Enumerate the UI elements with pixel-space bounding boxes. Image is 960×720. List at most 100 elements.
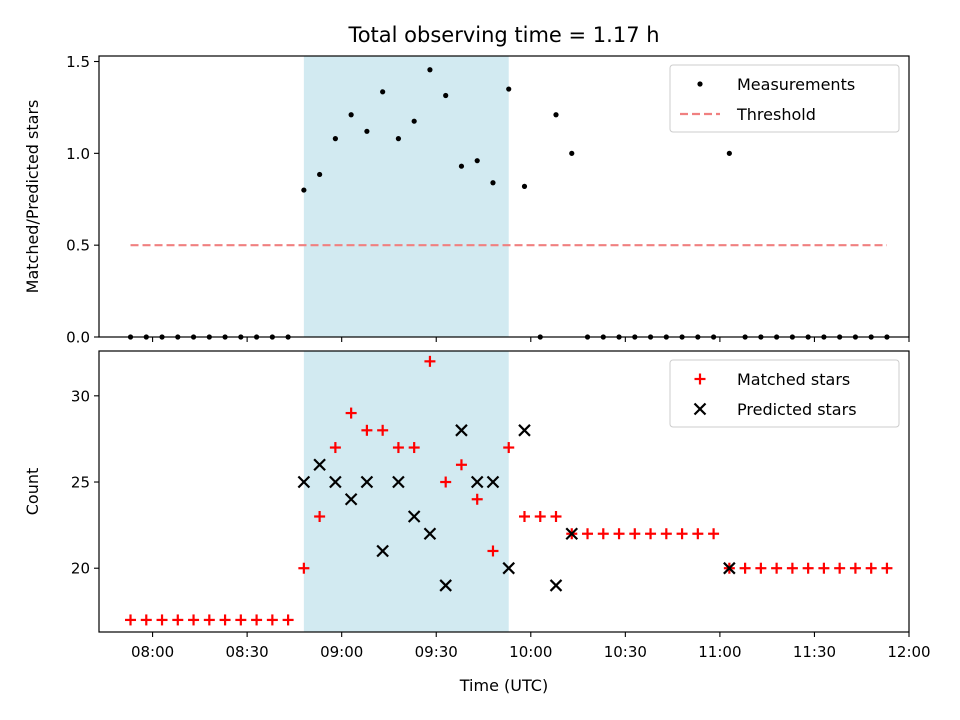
predicted-point — [455, 424, 468, 437]
matched-point — [771, 562, 783, 574]
predicted-point — [297, 475, 311, 489]
legend-dot-swatch — [697, 81, 703, 87]
y-tick-label: 1.5 — [66, 53, 90, 71]
matched-point — [881, 562, 893, 574]
matched-point — [660, 528, 672, 540]
measurement-point — [443, 92, 449, 99]
measurement-point — [332, 136, 338, 142]
predicted-point — [313, 458, 326, 472]
measurement-point — [411, 118, 417, 124]
predicted-point — [549, 579, 563, 592]
x-b — [518, 424, 531, 437]
matched-point — [392, 442, 404, 454]
x-tick-label: 12:00 — [887, 643, 930, 661]
chart-title: Total observing time = 1.17 h — [347, 23, 659, 47]
matched-point — [408, 442, 420, 454]
measurement-point — [427, 67, 433, 73]
matched-point — [219, 614, 231, 626]
matched-point — [172, 614, 184, 626]
matched-point — [629, 528, 641, 540]
matched-point — [739, 562, 751, 574]
matched-point — [503, 442, 515, 454]
matched-point — [377, 424, 389, 436]
predicted-point — [723, 561, 736, 575]
measurement-point — [395, 136, 402, 142]
x-b — [392, 475, 405, 489]
measurement-point — [506, 86, 512, 92]
y-axis-label: Count — [23, 468, 42, 516]
legend-label: Matched stars — [737, 370, 850, 389]
x-tick-label: 08:30 — [226, 643, 269, 661]
legend-x-b — [693, 402, 707, 416]
measurement-point — [569, 150, 575, 156]
measurement-point — [380, 89, 386, 95]
matched-point — [125, 614, 137, 626]
series-matched-stars — [125, 355, 893, 626]
x-b — [565, 527, 579, 541]
measurement-point — [726, 150, 732, 156]
matched-point — [424, 355, 436, 367]
matched-point — [613, 528, 625, 540]
y-axis-label: Matched/Predicted stars — [23, 100, 42, 294]
matched-point — [755, 562, 767, 574]
y-tick-label: 20 — [71, 560, 90, 578]
y-tick-label: 0.5 — [66, 237, 90, 255]
matched-point — [440, 476, 452, 488]
x-b — [439, 579, 452, 592]
matched-point — [314, 510, 326, 522]
matched-point — [471, 493, 483, 505]
predicted-point — [502, 561, 516, 575]
legend-label: Threshold — [736, 105, 816, 124]
x-b — [455, 424, 468, 437]
matched-point — [786, 562, 798, 574]
matched-point — [329, 442, 341, 454]
matched-point — [818, 562, 830, 574]
matched-point — [676, 528, 688, 540]
x-tick-label: 09:00 — [320, 643, 363, 661]
x-b — [344, 492, 358, 506]
legend-box — [669, 359, 900, 428]
matched-point — [692, 528, 704, 540]
x-b — [470, 475, 484, 489]
axes-frame — [98, 55, 910, 338]
predicted-point — [407, 510, 421, 523]
matched-point — [361, 424, 373, 436]
x-b — [423, 527, 437, 541]
axes-frame — [98, 350, 910, 633]
y-tick-label: 30 — [71, 387, 90, 405]
matched-point — [834, 562, 846, 574]
bottom-panel: 20 25 30 08:00 08:30 09:00 09:30 10:00 10:30 11:0… — [23, 350, 931, 695]
y-tick-label: 25 — [71, 474, 90, 492]
predicted-point — [486, 475, 500, 489]
matched-point — [518, 510, 530, 522]
legend-box — [669, 64, 900, 133]
x-b — [376, 544, 389, 558]
predicted-point — [439, 579, 452, 592]
measurement-point — [490, 180, 496, 186]
matched-point — [345, 407, 357, 419]
predicted-point — [376, 544, 389, 558]
matched-point — [645, 528, 657, 540]
matched-point — [849, 562, 861, 574]
measurement-point — [317, 171, 323, 178]
measurement-point — [348, 112, 354, 118]
legend: Matched stars Predicted stars — [669, 359, 900, 428]
x-tick-label: 11:30 — [793, 643, 836, 661]
matched-point — [298, 562, 310, 574]
matched-point — [203, 614, 215, 626]
x-b — [313, 458, 326, 472]
matched-point — [282, 614, 294, 626]
predicted-point — [360, 475, 374, 489]
x-tick-label: 10:00 — [509, 643, 552, 661]
top-panel: 0.0 0.5 1.0 1.5 Matched/Predicted stars Total… — [23, 23, 910, 347]
measurement-point — [553, 112, 559, 118]
measurement-point — [364, 128, 370, 134]
matched-point — [865, 562, 877, 574]
measurement-point — [521, 183, 528, 189]
x-b — [360, 475, 374, 489]
matched-point — [802, 562, 814, 574]
legend-label: Measurements — [737, 75, 855, 94]
matched-point — [235, 614, 247, 626]
series-predicted-stars — [297, 424, 736, 592]
